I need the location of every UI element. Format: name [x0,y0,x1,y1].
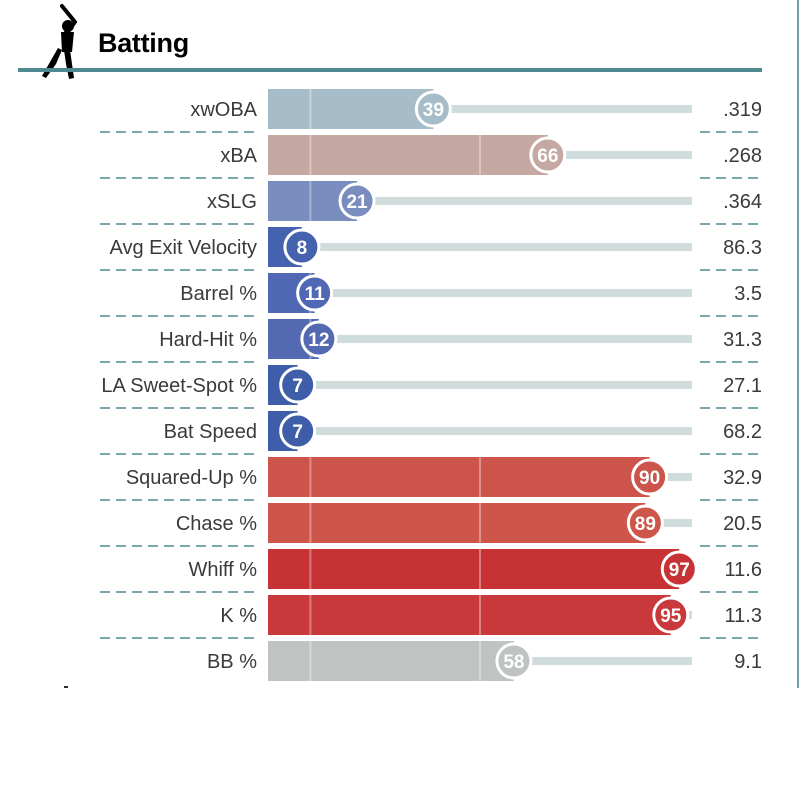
metric-label: xSLG [207,191,257,213]
percentile-bar [268,457,650,497]
metric-label: Barrel % [180,283,257,305]
percentile-number: 90 [639,468,660,489]
metric-label: Hard-Hit % [159,329,257,351]
panel-corner-mark [64,686,68,688]
section-title: Batting [98,28,189,58]
percentile-bar [268,595,671,635]
percentile-circle [279,366,317,404]
metric-label: Squared-Up % [126,467,257,489]
metric-value: 3.5 [734,283,762,305]
metric-value: .268 [723,145,762,167]
metric-label: Chase % [176,513,257,535]
metric-value: .319 [723,99,762,121]
metric-label: xBA [220,145,257,167]
percentile-bar [268,503,646,543]
percentile-number: 97 [669,560,690,581]
metric-label: BB % [207,651,257,673]
percentile-bar [268,89,434,129]
percentile-bar [268,135,548,175]
percentile-circle [279,412,317,450]
percentile-circle [626,504,664,542]
metric-label: K % [220,605,257,627]
metric-label: Whiff % [188,559,257,581]
metric-value: .364 [723,191,762,213]
metric-value: 20.5 [723,513,762,535]
panel-border [797,0,799,688]
percentile-number: 11 [305,284,326,305]
percentile-circle [631,458,669,496]
percentile-circle [300,320,338,358]
metric-label: LA Sweet-Spot % [101,375,257,397]
percentile-circle [652,596,690,634]
metric-value: 86.3 [723,237,762,259]
metric-label: Bat Speed [164,421,257,443]
metric-label: xwOBA [190,99,257,121]
metric-value: 27.1 [723,375,762,397]
metric-value: 32.9 [723,467,762,489]
percentile-circle [283,228,321,266]
metric-value: 11.3 [725,605,762,627]
percentile-number: 7 [292,422,303,443]
percentile-circle [296,274,334,312]
metric-value: 11.6 [725,559,762,581]
percentile-bar [268,549,680,589]
percentile-number: 8 [297,238,308,259]
percentile-number: 95 [660,606,682,627]
percentile-circle [338,182,376,220]
percentile-circle [414,90,452,128]
metric-value: 68.2 [723,421,762,443]
percentile-bar [268,641,514,681]
percentile-number: 89 [635,514,656,535]
percentile-number: 7 [292,376,303,397]
header-divider [18,68,762,72]
percentile-number: 39 [423,100,444,121]
percentile-circle [529,136,567,174]
percentile-number: 58 [503,652,524,673]
percentile-number: 21 [346,192,368,213]
metric-value: 9.1 [734,651,762,673]
percentile-number: 12 [308,330,329,351]
percentile-number: 66 [537,146,558,167]
percentile-circle [495,642,533,680]
metric-label: Avg Exit Velocity [110,237,257,259]
percentile-circle [660,550,698,588]
metric-value: 31.3 [723,329,762,351]
